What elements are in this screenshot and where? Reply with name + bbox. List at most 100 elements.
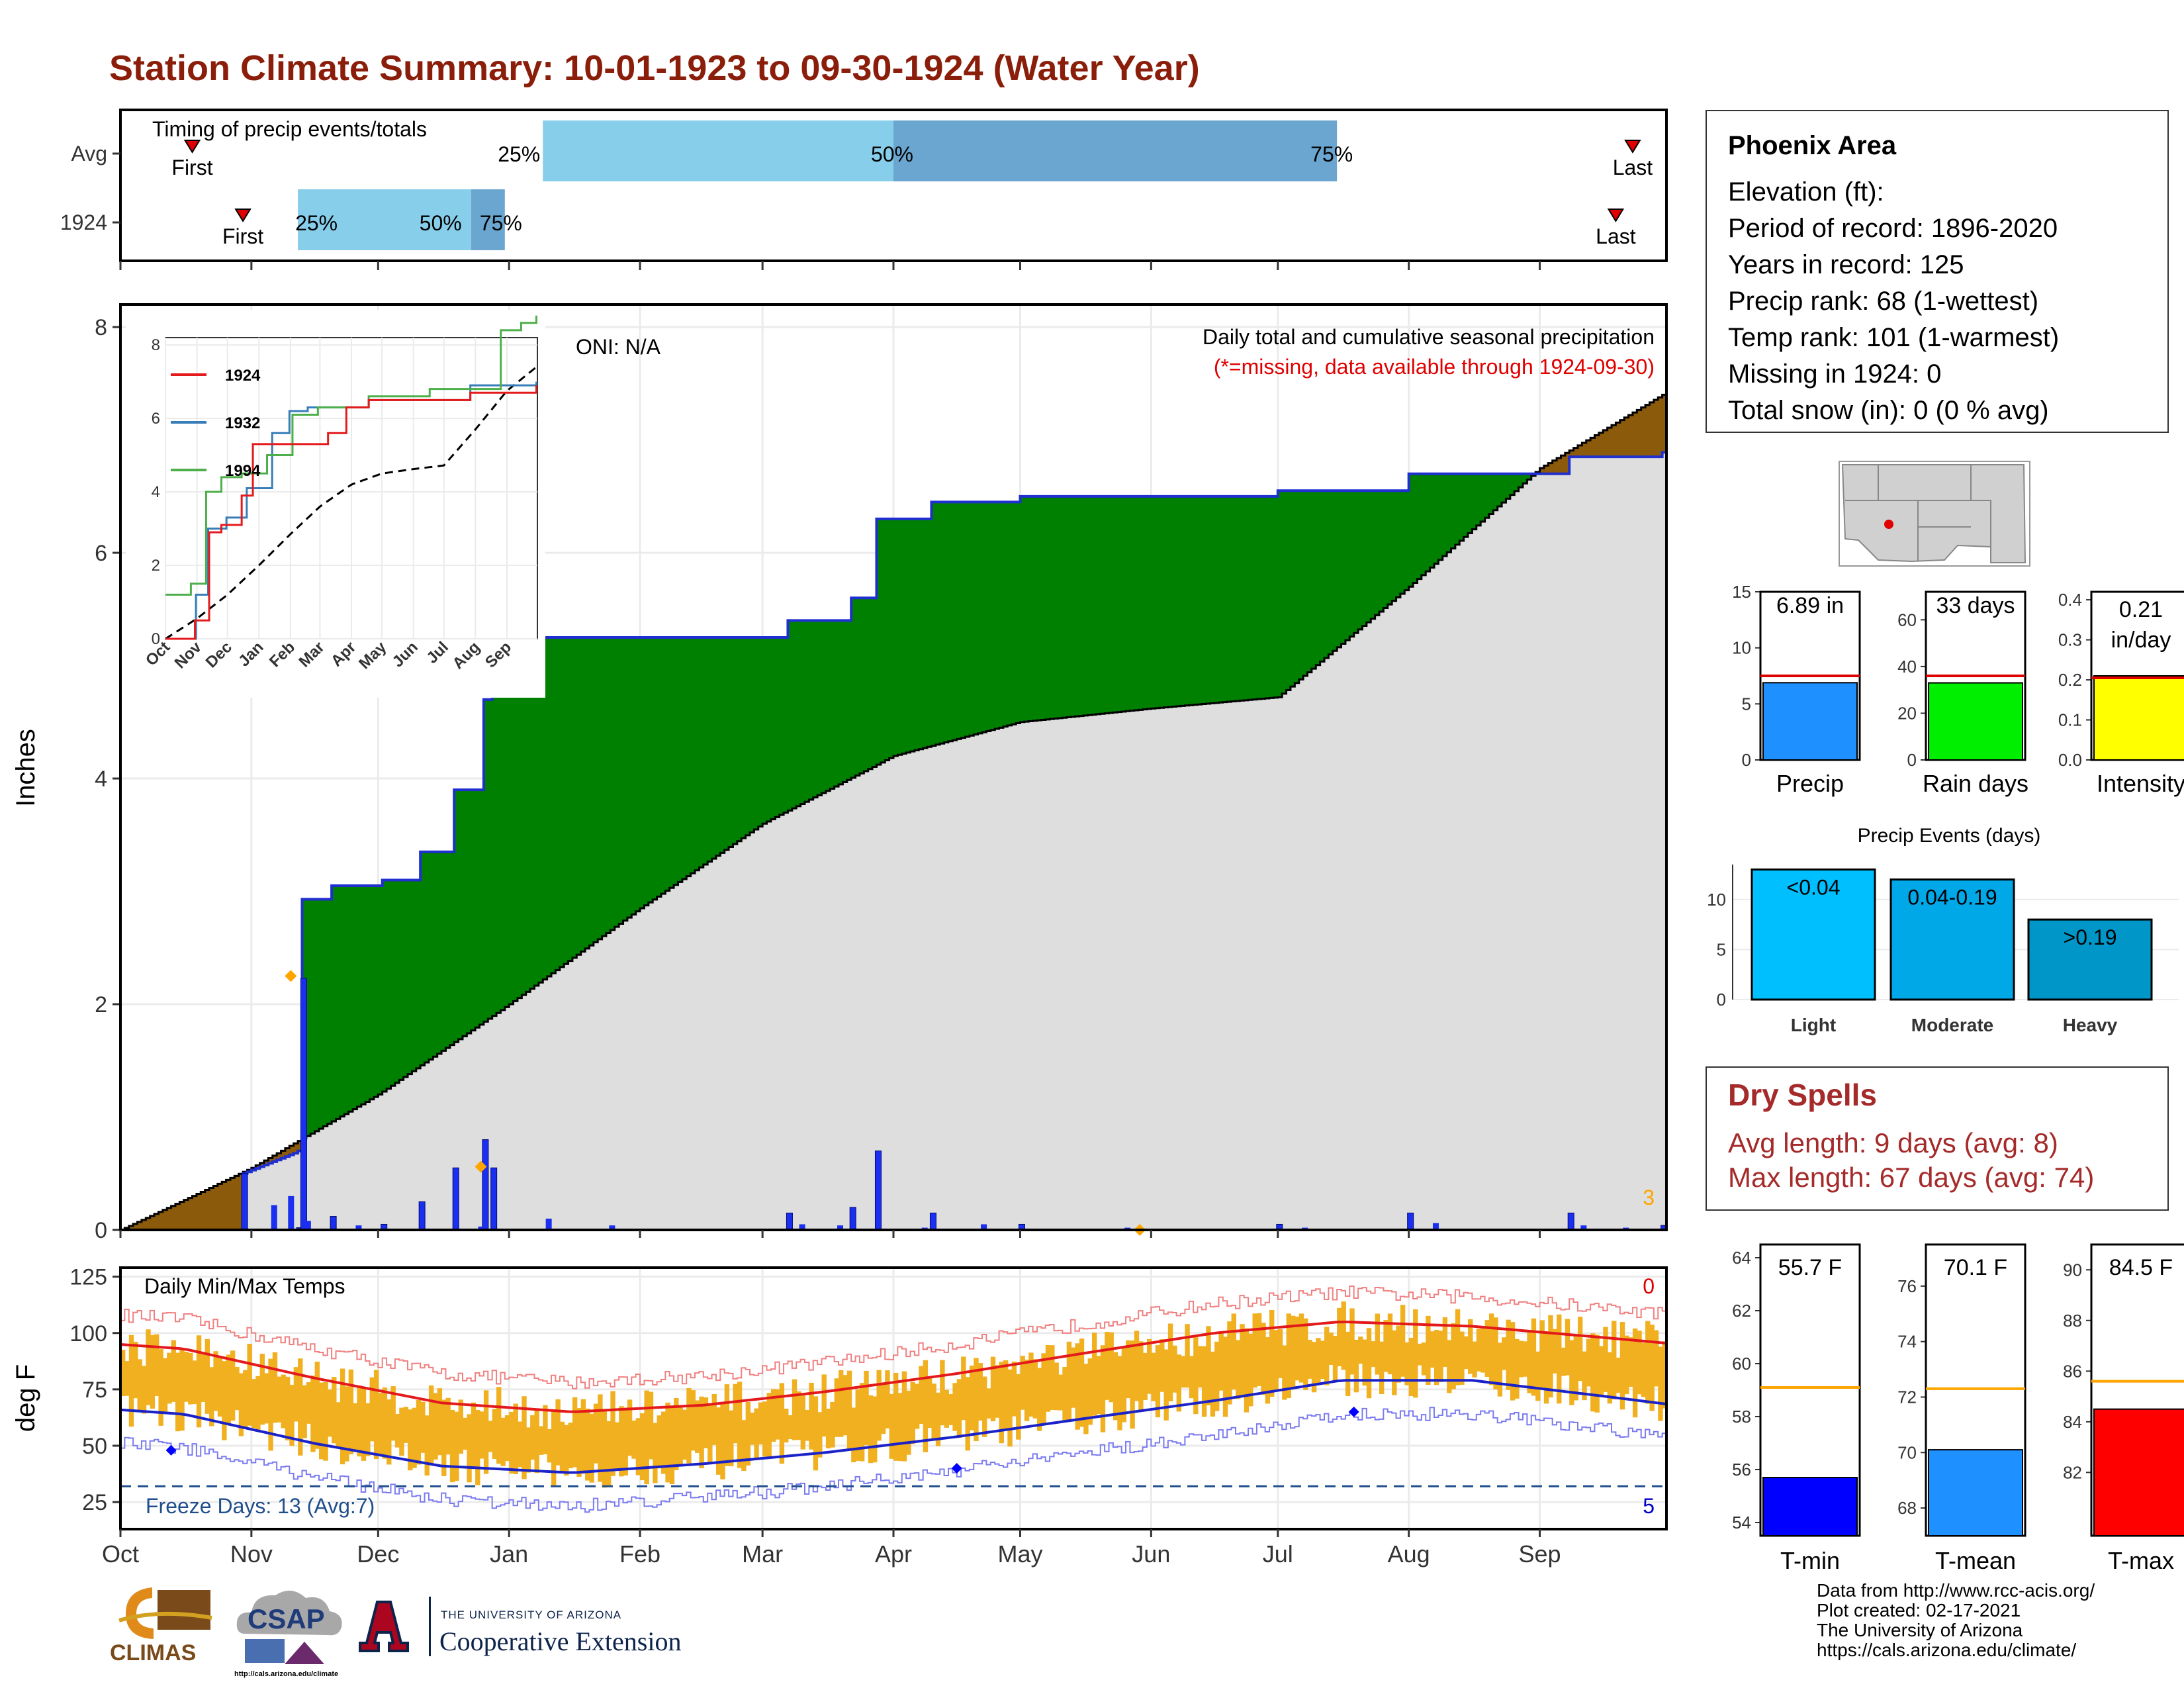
daily-temp-range-bar xyxy=(500,1417,506,1466)
daily-temp-range-bar xyxy=(1451,1323,1456,1389)
record-high-line xyxy=(120,1286,1666,1389)
daily-temp-range-bar xyxy=(585,1408,590,1481)
daily-temp-range-bar xyxy=(974,1358,979,1442)
daily-precip-bar xyxy=(288,1196,295,1230)
timing-q75-label: 75% xyxy=(1310,142,1353,166)
daily-precip-bar xyxy=(482,1139,489,1231)
daily-precip-bar xyxy=(304,1221,311,1230)
events-y-tick-label: 0 xyxy=(1717,990,1726,1009)
daily-temp-range-bar xyxy=(399,1407,404,1456)
temp-summary-bar xyxy=(1762,1477,1858,1536)
daily-precip-bar xyxy=(300,978,307,1231)
daily-temp-range-bar xyxy=(424,1415,430,1476)
precip-max-marker xyxy=(475,1160,487,1173)
daily-temp-range-bar xyxy=(1484,1320,1490,1378)
timing-bar-50-75 xyxy=(893,120,1338,181)
daily-temp-range-bar xyxy=(1502,1337,1507,1370)
daily-temp-range-bar xyxy=(796,1391,801,1440)
daily-temp-range-bar xyxy=(948,1393,954,1425)
daily-temp-range-bar xyxy=(623,1407,628,1476)
daily-precip-bar xyxy=(1407,1212,1414,1231)
daily-temp-range-bar xyxy=(1624,1335,1629,1395)
ua-divider xyxy=(429,1597,431,1656)
daily-temp-range-bar xyxy=(1459,1331,1465,1385)
inset-y-tick-label: 8 xyxy=(152,336,160,354)
daily-temp-range-bar xyxy=(897,1393,903,1462)
daily-temp-range-bar xyxy=(817,1412,823,1458)
daily-temp-range-bar xyxy=(387,1399,392,1465)
daily-precip-bar xyxy=(241,1173,248,1231)
daily-temp-range-bar xyxy=(1577,1317,1583,1382)
daily-precip-bar xyxy=(418,1201,426,1231)
daily-temp-range-bar xyxy=(813,1396,819,1471)
daily-temp-range-bar xyxy=(1286,1313,1291,1398)
daily-temp-range-bar xyxy=(1252,1313,1257,1388)
daily-temp-range-bar xyxy=(614,1422,620,1470)
summary-bar xyxy=(1762,682,1858,761)
timing-q75-label: 75% xyxy=(480,211,522,235)
daily-temp-range-bar xyxy=(302,1385,307,1438)
daily-precip-bar xyxy=(1580,1225,1587,1230)
events-bar-label: >0.19 xyxy=(2064,925,2117,949)
daily-temp-range-bar xyxy=(551,1410,557,1485)
daily-temp-range-bar xyxy=(1206,1326,1211,1406)
daily-temp-range-bar xyxy=(1083,1364,1089,1434)
temp-y-tick-label: 100 xyxy=(69,1321,107,1346)
daily-temp-range-bar xyxy=(538,1426,544,1455)
daily-temp-range-bar xyxy=(1214,1341,1220,1411)
daily-temp-range-bar xyxy=(348,1369,354,1455)
daily-temp-range-bar xyxy=(234,1366,240,1411)
daily-temp-range-bar xyxy=(120,1349,126,1396)
daily-precip-bar xyxy=(786,1212,793,1231)
temp-summary-y-tick-label: 76 xyxy=(1897,1276,1917,1296)
daily-temp-range-bar xyxy=(1105,1331,1110,1400)
climas-emblem xyxy=(126,1587,154,1639)
daily-temp-range-bar xyxy=(1066,1341,1072,1421)
daily-temp-range-bar xyxy=(1637,1331,1642,1395)
month-tick-label: Jan xyxy=(490,1540,528,1568)
daily-temp-range-bar xyxy=(1079,1338,1085,1427)
precip-events-chart: Precip Events (days) 0 5 10 <0.04 Light 0.04-0… xyxy=(1707,825,2179,1035)
daily-temp-range-bar xyxy=(1277,1329,1283,1378)
daily-temp-range-bar xyxy=(365,1403,371,1456)
precip-note: Daily total and cumulative seasonal prec… xyxy=(1203,325,1655,349)
daily-temp-range-bar xyxy=(1087,1358,1093,1425)
events-bar xyxy=(2027,918,2153,1001)
temp-summary-y-tick-label: 82 xyxy=(2063,1462,2082,1482)
daily-temp-range-bar xyxy=(467,1414,472,1483)
daily-temp-range-bar xyxy=(1493,1317,1498,1389)
csap-url: http://cals.arizona.edu/climate xyxy=(234,1670,338,1678)
temp-summary-value-label: 55.7 F xyxy=(1778,1255,1842,1280)
precip-y-tick-label: 6 xyxy=(95,541,107,566)
daily-temp-range-bar xyxy=(1531,1318,1537,1396)
daily-temp-range-bar xyxy=(690,1390,696,1451)
daily-temp-range-bar xyxy=(1324,1327,1330,1385)
daily-temp-range-bar xyxy=(1050,1345,1055,1410)
daily-temp-range-bar xyxy=(893,1372,899,1461)
events-y-tick-label: 10 xyxy=(1707,890,1726,910)
inset-line-1994 xyxy=(165,315,537,596)
daily-temp-range-bar xyxy=(923,1360,929,1452)
daily-temp-range-bar xyxy=(868,1395,874,1464)
daily-temp-range-bar xyxy=(1290,1315,1296,1389)
summary-y-tick-label: 0.3 xyxy=(2058,630,2082,650)
daily-temp-range-bar xyxy=(496,1387,502,1464)
daily-temp-range-bar xyxy=(1134,1331,1140,1401)
station-details: Elevation (ft): Period of record: 1896-20… xyxy=(1728,174,2167,429)
month-tick-label: Sep xyxy=(1518,1540,1561,1568)
temp-summary-label: T-max xyxy=(2108,1547,2174,1574)
daily-temp-range-bar xyxy=(1155,1345,1161,1418)
timing-bar-25-50 xyxy=(543,120,893,181)
daily-temp-range-bar xyxy=(834,1378,840,1437)
daily-temp-range-bar xyxy=(454,1411,459,1481)
daily-temp-range-bar xyxy=(403,1407,409,1443)
daily-temp-range-bar xyxy=(580,1399,586,1474)
summary-y-tick-label: 0.2 xyxy=(2058,670,2082,690)
temp-summary-y-tick-label: 58 xyxy=(1732,1407,1751,1427)
daily-temp-range-bar xyxy=(462,1417,468,1450)
daily-temp-range-bar xyxy=(559,1421,565,1472)
record-low-line xyxy=(120,1407,1666,1513)
daily-temp-range-bar xyxy=(1612,1321,1617,1399)
daily-precip-bar xyxy=(799,1224,805,1230)
